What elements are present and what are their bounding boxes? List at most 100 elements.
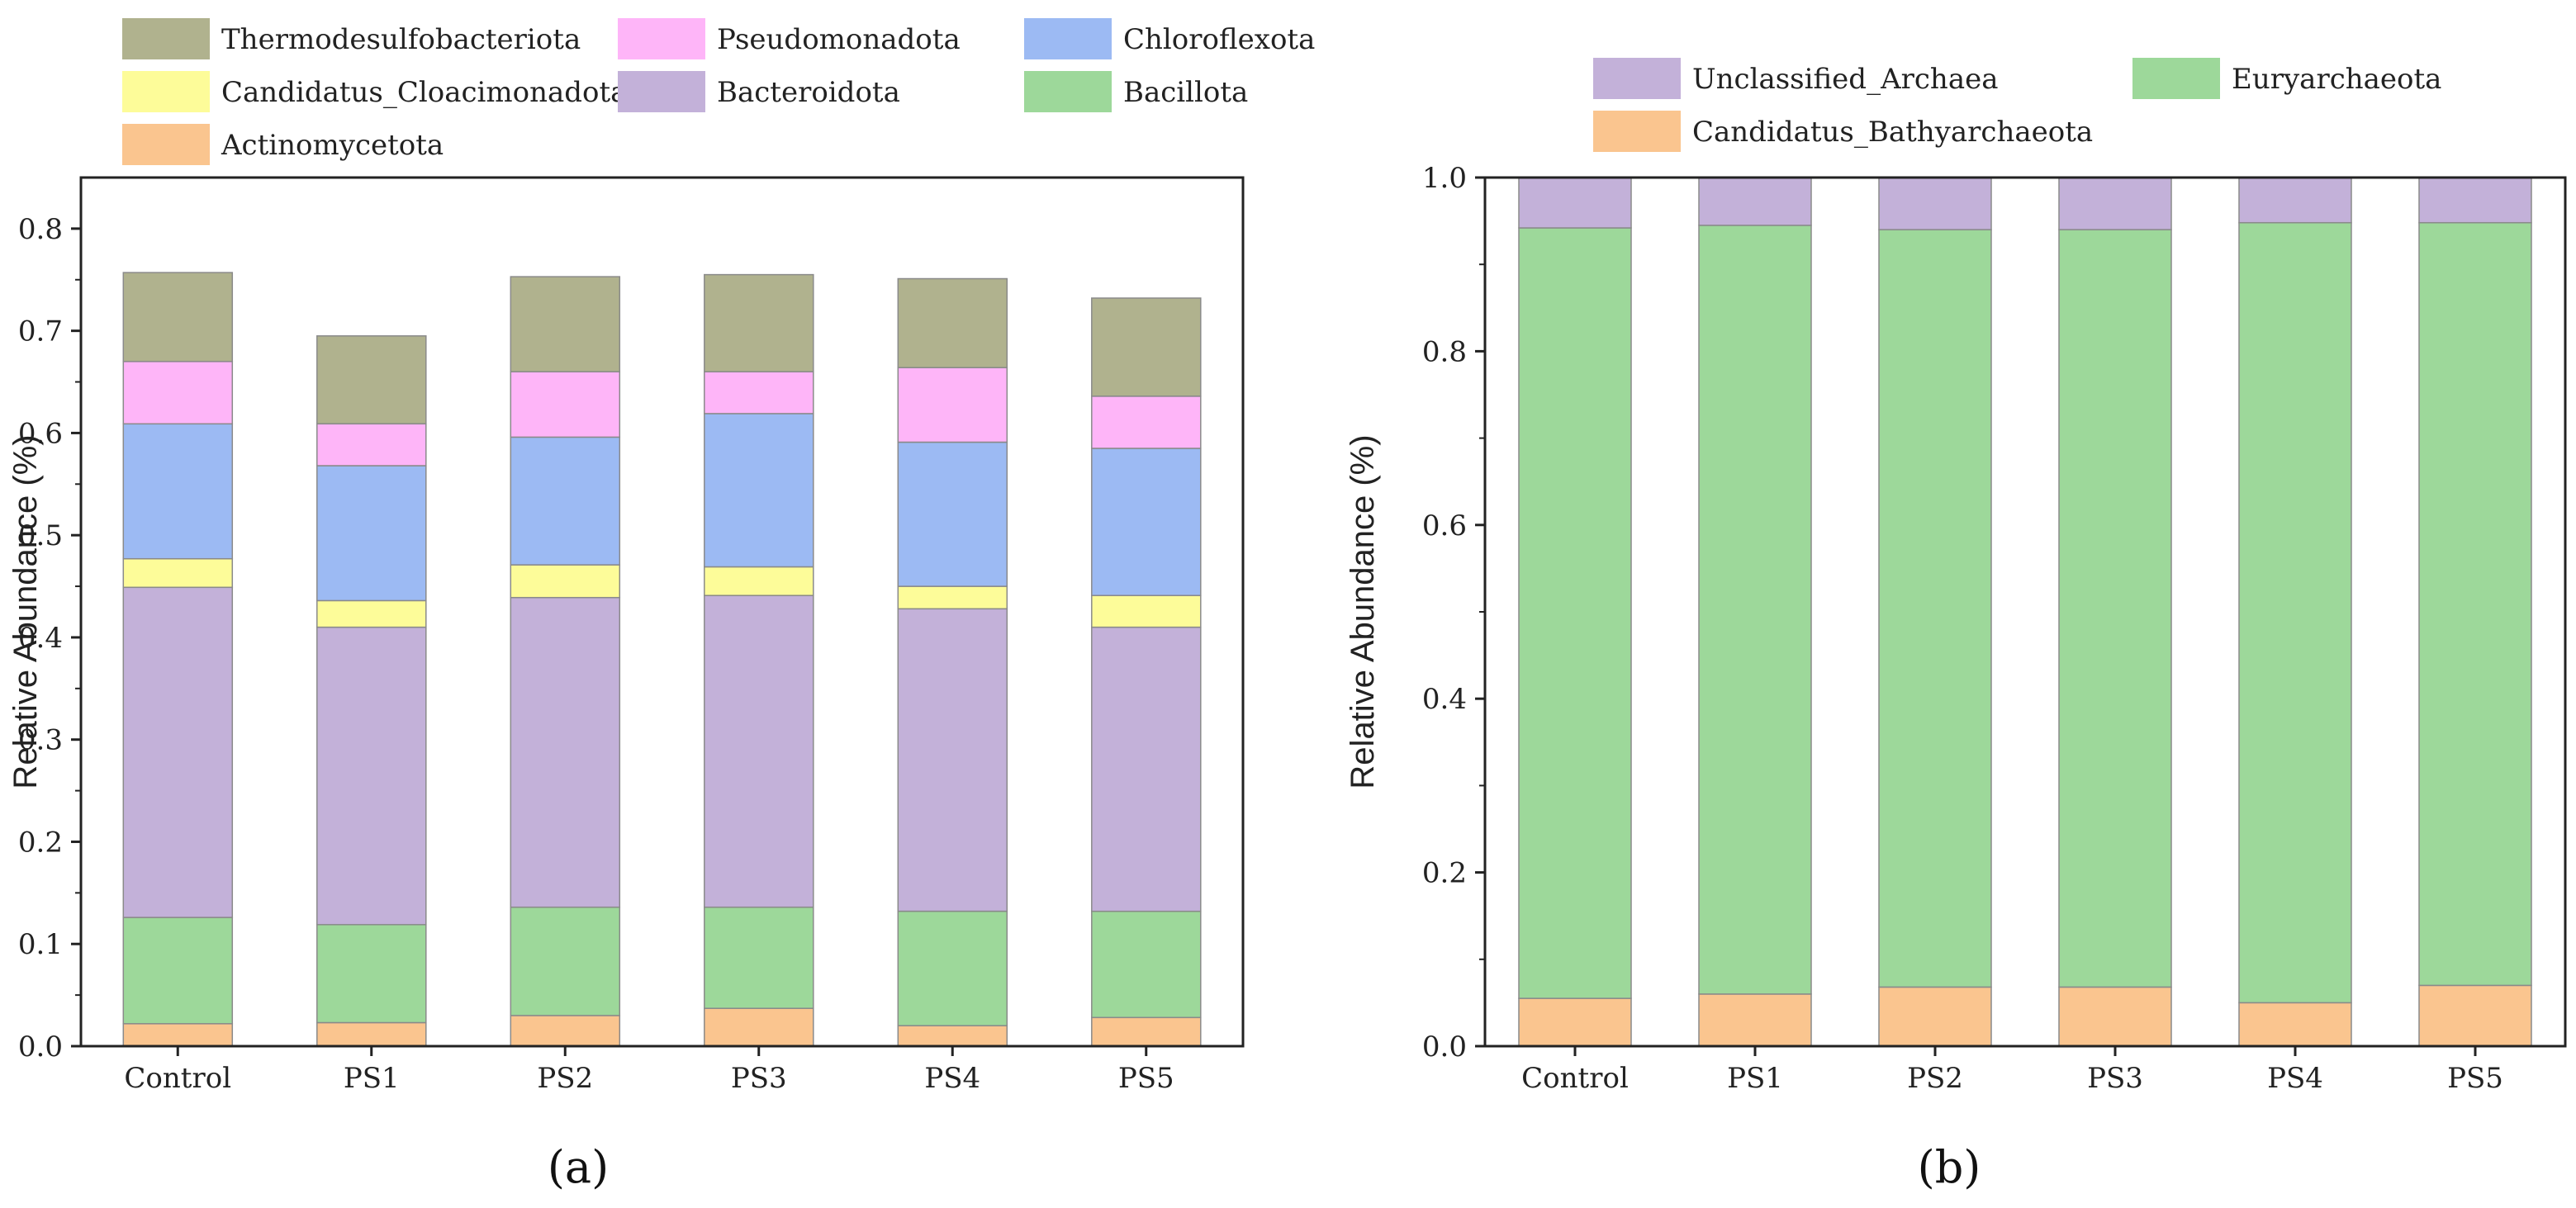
bar-segment-bacteroidota-ps4 [897, 608, 1008, 912]
legend-label: Unclassified_Archaea [1692, 63, 1998, 96]
bar-segment-bacteroidota-ps1 [316, 626, 427, 926]
legend: Unclassified_Archaea Euryarchaeota Candida… [1593, 58, 2441, 152]
bar-segment-thermodesulfobacteriota-ps2 [510, 276, 621, 372]
legend-item: Euryarchaeota [2132, 58, 2441, 99]
bar-segment-euryarchaeota-ps2 [1878, 229, 1992, 988]
bar-segment-bacteroidota-control [122, 586, 234, 918]
legend-label: Euryarchaeota [2232, 63, 2441, 96]
bar-segment-bacillota-ps2 [510, 906, 621, 1016]
bars-group [1518, 177, 2532, 1047]
bar-segment-unclassified-archaea-ps4 [2238, 177, 2352, 224]
bar-segment-euryarchaeota-ps3 [2058, 229, 2172, 988]
y-tick-label: 0.4 [1422, 683, 1467, 716]
panel-label: (a) [548, 1141, 609, 1193]
bar-segment-chloroflexota-ps5 [1091, 448, 1202, 596]
legend-label: Thermodesulfobacteriota [221, 23, 581, 56]
y-axis-title: Relative Abundance (%) [1345, 434, 1381, 789]
panel-label: (b) [1918, 1141, 1981, 1193]
x-tick-label: Control [124, 1062, 231, 1095]
y-tick-label: 0.3 [18, 724, 63, 757]
bar-segment-actinomycetota-ps5 [1091, 1016, 1202, 1047]
bar-segment-candidatus-bathyarchaeota-ps4 [2238, 1002, 2352, 1047]
x-axis: Control PS1 PS2 PS3 PS4 PS5 [1521, 1046, 2503, 1095]
legend-swatch [122, 18, 210, 59]
bar-segment-bacteroidota-ps2 [510, 596, 621, 908]
bar-segment-euryarchaeota-ps5 [2418, 221, 2532, 987]
bar-segment-chloroflexota-ps3 [704, 413, 814, 568]
bar-segment-pseudomonadota-ps2 [510, 371, 621, 438]
x-tick-label: PS1 [1727, 1062, 1783, 1095]
bar-segment-pseudomonadota-ps4 [897, 367, 1008, 443]
legend-label: Actinomycetota [221, 129, 444, 162]
bar-segment-candidatus-bathyarchaeota-ps5 [2418, 984, 2532, 1047]
bar-segment-candidatus-cloacimonadota-ps2 [510, 564, 621, 599]
bar-segment-candidatus-cloacimonadota-ps1 [316, 599, 427, 628]
bar-segment-pseudomonadota-control [122, 361, 234, 425]
y-axis-title: Relative Abundance (%) [7, 434, 44, 789]
bar-segment-euryarchaeota-ps1 [1698, 225, 1812, 995]
legend-item: Candidatus_Bathyarchaeota [1593, 111, 2093, 152]
legend-label: Bacillota [1123, 76, 1248, 109]
legend-swatch [618, 71, 705, 112]
bar-segment-bacillota-ps3 [704, 906, 814, 1009]
bar-segment-actinomycetota-ps1 [316, 1021, 427, 1047]
y-tick-label: 0.1 [18, 928, 63, 961]
legend-swatch [1593, 111, 1681, 152]
legend-item: Actinomycetota [122, 124, 444, 165]
legend-item: Pseudomonadota [618, 18, 961, 59]
plot-frame [1483, 176, 2567, 1048]
bar-segment-candidatus-cloacimonadota-ps4 [897, 585, 1008, 610]
legend-swatch [1024, 71, 1112, 112]
x-tick-label: PS3 [731, 1062, 787, 1095]
y-axis: 0.0 0.2 0.4 0.6 0.8 1.0 [1422, 162, 1485, 1064]
legend-swatch [2132, 58, 2220, 99]
x-tick-label: PS5 [1118, 1062, 1174, 1095]
x-tick-label: PS4 [924, 1062, 980, 1095]
bar-segment-unclassified-archaea-ps3 [2058, 177, 2172, 230]
bar-segment-pseudomonadota-ps3 [704, 371, 814, 415]
legend-label: Candidatus_Bathyarchaeota [1692, 116, 2093, 149]
y-tick-label: 0.5 [18, 519, 63, 552]
bar-segment-euryarchaeota-ps4 [2238, 221, 2352, 1004]
bar-segment-candidatus-bathyarchaeota-ps3 [2058, 986, 2172, 1047]
legend-item: Unclassified_Archaea [1593, 58, 1998, 99]
bar-segment-chloroflexota-ps4 [897, 441, 1008, 587]
legend-swatch [1024, 18, 1112, 59]
x-tick-label: PS2 [1907, 1062, 1963, 1095]
bar-segment-bacillota-ps1 [316, 923, 427, 1024]
legend-label: Pseudomonadota [717, 23, 961, 56]
legend-swatch [122, 124, 210, 165]
bar-segment-actinomycetota-ps3 [704, 1007, 814, 1047]
bar-segment-thermodesulfobacteriota-control [122, 272, 234, 362]
y-tick-label: 0.6 [18, 417, 63, 450]
bar-segment-pseudomonadota-ps5 [1091, 396, 1202, 449]
legend-item: Bacillota [1024, 71, 1248, 112]
legend-swatch [618, 18, 705, 59]
bar-segment-bacteroidota-ps5 [1091, 626, 1202, 912]
bar-segment-thermodesulfobacteriota-ps4 [897, 277, 1008, 368]
legend-item: Thermodesulfobacteriota [122, 18, 581, 59]
bar-segment-unclassified-archaea-ps1 [1698, 177, 1812, 226]
legend-label: Chloroflexota [1123, 23, 1315, 56]
bar-segment-thermodesulfobacteriota-ps3 [704, 273, 814, 372]
legend-label: Candidatus_Cloacimonadota [221, 76, 627, 109]
bar-segment-actinomycetota-control [122, 1023, 234, 1047]
bar-segment-bacillota-ps5 [1091, 910, 1202, 1019]
bar-segment-candidatus-bathyarchaeota-control [1518, 997, 1632, 1047]
legend-item: Candidatus_Cloacimonadota [122, 71, 627, 112]
y-tick-label: 1.0 [1422, 162, 1467, 195]
y-tick-label: 0.8 [18, 213, 63, 246]
bar-segment-thermodesulfobacteriota-ps1 [316, 335, 427, 424]
bars-group [122, 272, 1202, 1047]
bar-segment-chloroflexota-ps1 [316, 465, 427, 602]
legend-swatch [1593, 58, 1681, 99]
x-tick-label: Control [1521, 1062, 1629, 1095]
x-tick-label: PS1 [344, 1062, 400, 1095]
y-tick-label: 0.0 [1422, 1030, 1467, 1064]
bar-segment-unclassified-archaea-ps5 [2418, 177, 2532, 224]
x-tick-label: PS4 [2267, 1062, 2323, 1095]
y-tick-label: 0.2 [18, 826, 63, 859]
bar-segment-candidatus-bathyarchaeota-ps2 [1878, 986, 1992, 1047]
y-tick-label: 0.7 [18, 315, 63, 348]
